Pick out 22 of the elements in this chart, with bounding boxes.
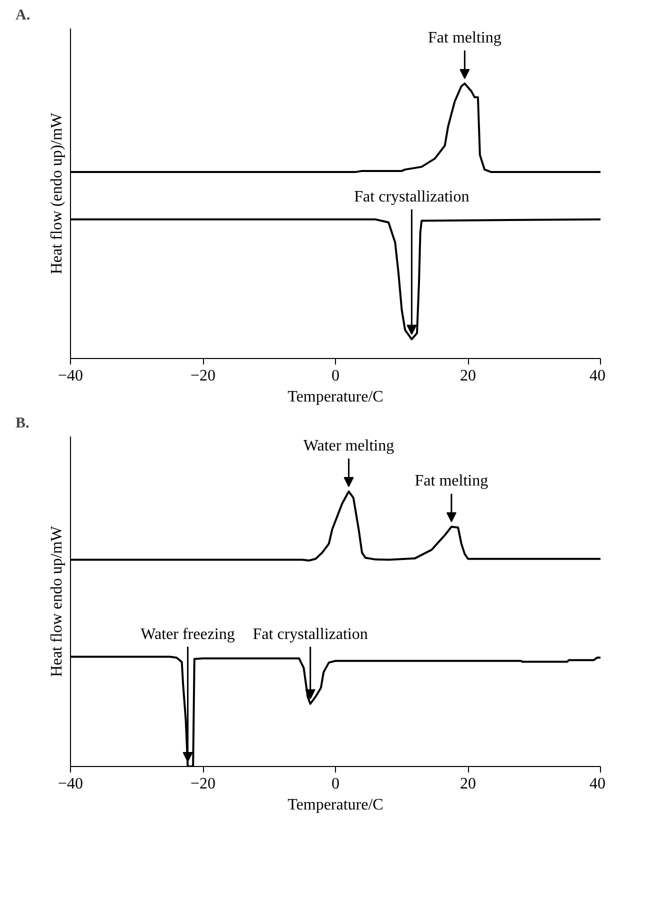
x-tick-label: 0 [332, 368, 340, 384]
x-tick-label: 40 [590, 368, 606, 384]
x-tick-label: 20 [460, 368, 476, 384]
y-axis-title: Heat flow (endo up)/mW [48, 112, 66, 274]
annotation: Fat crystallization [354, 188, 470, 206]
y-axis-title: Heat flow endo up/mW [48, 525, 66, 677]
x-axis-title: Temperature/C [288, 796, 384, 814]
x-tick-label: 40 [590, 776, 606, 792]
annotation: Fat melting [428, 30, 502, 46]
chart-title: B. [16, 416, 30, 432]
x-tick-label: −20 [190, 368, 216, 384]
x-tick-label: −20 [190, 776, 216, 792]
annotation: Water freezing [140, 626, 235, 643]
annotation: Fat crystallization [252, 626, 368, 643]
chart-title: A. [16, 8, 30, 24]
x-tick-label: 0 [332, 776, 340, 792]
x-axis-title: Temperature/C [288, 388, 384, 406]
annotation: Fat melting [414, 472, 488, 490]
x-tick-label: −40 [58, 776, 84, 792]
x-tick-label: 20 [460, 776, 476, 792]
annotation: Water melting [303, 438, 394, 454]
x-tick-label: −40 [58, 368, 84, 384]
